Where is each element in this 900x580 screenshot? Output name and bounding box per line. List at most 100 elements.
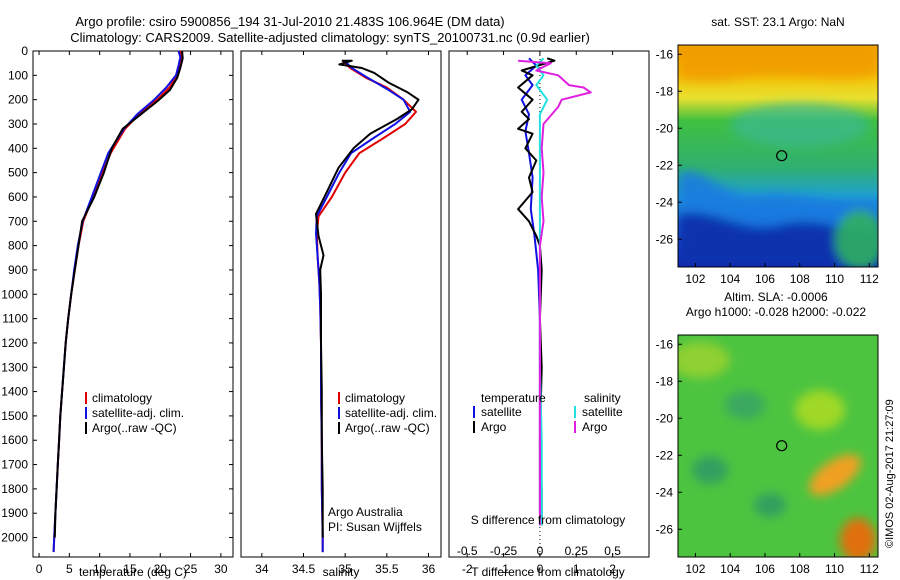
y-tick-label: -22 bbox=[656, 448, 674, 462]
y-tick-label: 1600 bbox=[1, 433, 28, 447]
x-tick-label: 0 bbox=[537, 562, 544, 576]
series-line-s-argo bbox=[518, 59, 592, 526]
x-tick-label: 106 bbox=[755, 562, 775, 576]
sst-warm-eddy bbox=[835, 210, 878, 267]
sla-map-frame bbox=[677, 334, 879, 558]
x-tick-label: 0 bbox=[36, 562, 43, 576]
x-tick-label: 20 bbox=[154, 562, 168, 576]
x-tick-label: 104 bbox=[720, 272, 740, 286]
series-line-t-argo bbox=[517, 57, 556, 526]
top-x-tick-label: -0.5 bbox=[457, 544, 478, 558]
y-tick-label: 300 bbox=[8, 117, 28, 131]
argo-location-marker bbox=[776, 440, 788, 452]
top-x-tick-label: 0.5 bbox=[604, 544, 621, 558]
salinity-panel: 34 34.5 35 35.5 36 bbox=[255, 51, 435, 576]
difference-legend: temperature satellite Argo salinity sate… bbox=[473, 391, 623, 434]
x-tick-label: 5 bbox=[66, 562, 73, 576]
y-tick-label: 1400 bbox=[1, 385, 28, 399]
y-tick-label: -26 bbox=[656, 522, 674, 536]
y-tick-label: 2000 bbox=[1, 531, 28, 545]
temperature-panel: 0100200300400500600700800900100011001200… bbox=[1, 44, 233, 576]
series-line-climatology bbox=[52, 50, 183, 553]
x-axis-label: T difference from climatology bbox=[471, 565, 625, 579]
legend-label: Argo(..raw -QC) bbox=[345, 421, 430, 435]
sst-map-title: sat. SST: 23.1 Argo: NaN bbox=[711, 15, 844, 29]
sst-coldest-region bbox=[678, 212, 878, 267]
series-line-t-satellite bbox=[520, 57, 541, 514]
y-tick-label: 800 bbox=[8, 239, 28, 253]
top-x-axis-label: S difference from climatology bbox=[471, 513, 626, 527]
sst-map-frame bbox=[677, 44, 879, 268]
x-tick-label: 15 bbox=[123, 562, 137, 576]
x-tick-label: 104 bbox=[720, 562, 740, 576]
y-tick-label: -22 bbox=[656, 158, 674, 172]
y-tick-label: -18 bbox=[656, 84, 674, 98]
sla-low-s bbox=[754, 493, 786, 517]
x-tick-label: 108 bbox=[790, 272, 810, 286]
legend-label: Argo(..raw -QC) bbox=[92, 421, 177, 435]
legend-label: climatology bbox=[92, 391, 152, 405]
legend-label: satellite bbox=[481, 405, 522, 419]
x-tick-label: 25 bbox=[184, 562, 198, 576]
annotation-pi: PI: Susan Wijffels bbox=[328, 520, 422, 534]
series-line-climatology bbox=[315, 59, 417, 553]
x-tick-label: 2 bbox=[609, 562, 616, 576]
sla-anomaly-se bbox=[840, 518, 876, 557]
x-axis-label: temperature (deg C) bbox=[79, 565, 187, 579]
y-tick-label: 1100 bbox=[2, 312, 28, 326]
sla-map-axes: 102 104 106 108 110 112 -16 -18 -20 -22 -24 -26 bbox=[656, 337, 880, 576]
y-tick-label: 0 bbox=[21, 44, 28, 58]
y-tick-label: 900 bbox=[8, 263, 28, 277]
y-tick-label: -24 bbox=[656, 485, 674, 499]
sla-low-w bbox=[692, 456, 728, 484]
x-tick-label: 35.5 bbox=[375, 562, 399, 576]
x-tick-label: 102 bbox=[685, 562, 705, 576]
sst-mid-band bbox=[730, 103, 870, 147]
y-tick-label: 1700 bbox=[1, 458, 28, 472]
sla-features bbox=[678, 342, 876, 557]
sla-heatmap bbox=[678, 335, 878, 557]
x-tick-label: 110 bbox=[825, 562, 844, 576]
legend-label: satellite-adj. clim. bbox=[345, 406, 437, 420]
x-tick-label: 36 bbox=[422, 562, 436, 576]
salinity-legend: climatology satellite-adj. clim. Argo(..… bbox=[338, 391, 437, 435]
sst-features bbox=[678, 45, 878, 267]
x-tick-label: 112 bbox=[860, 272, 879, 286]
argo-location-marker bbox=[776, 150, 788, 162]
y-tick-label: -20 bbox=[656, 121, 674, 135]
y-tick-label: 1500 bbox=[1, 409, 28, 423]
legend-label: satellite bbox=[582, 405, 623, 419]
x-tick-label: 110 bbox=[825, 272, 844, 286]
y-tick-label: 1300 bbox=[1, 360, 28, 374]
y-tick-label: 1800 bbox=[1, 482, 28, 496]
legend-label: climatology bbox=[345, 391, 405, 405]
y-tick-label: -24 bbox=[656, 195, 674, 209]
sst-warm-north bbox=[678, 45, 878, 82]
x-tick-label: 35 bbox=[338, 562, 352, 576]
top-x-tick-label: -0.25 bbox=[490, 544, 518, 558]
y-tick-label: -18 bbox=[656, 374, 674, 388]
y-tick-label: 1900 bbox=[1, 506, 28, 520]
x-tick-label: -2 bbox=[462, 562, 473, 576]
temperature-panel-frame bbox=[32, 50, 234, 558]
y-tick-label: 100 bbox=[8, 68, 28, 82]
x-tick-label: 30 bbox=[214, 562, 228, 576]
x-tick-label: 106 bbox=[755, 272, 775, 286]
imos-credit: ©IMOS 02-Aug-2017 21:27:09 bbox=[884, 399, 896, 548]
title-line-1: Argo profile: csiro 5900856_194 31-Jul-2… bbox=[75, 14, 504, 29]
series-line-satellite-adj-clim- bbox=[52, 50, 182, 553]
x-tick-label: 10 bbox=[93, 562, 107, 576]
legend-heading-salinity: salinity bbox=[584, 391, 621, 405]
sla-anomaly-high bbox=[809, 454, 861, 496]
y-tick-label: -16 bbox=[656, 337, 674, 351]
y-tick-label: 1200 bbox=[1, 336, 28, 350]
sla-map-title: Altim. SLA: -0.0006 bbox=[724, 290, 828, 304]
salinity-panel-frame bbox=[240, 50, 442, 558]
sst-map-axes: 102 104 106 108 110 112 -16 -18 -20 -22 -24 -26 bbox=[656, 47, 880, 286]
x-axis-label: salinity bbox=[323, 565, 360, 579]
series-line-argo-raw-qc- bbox=[315, 59, 420, 538]
y-tick-label: 600 bbox=[8, 190, 28, 204]
sla-high-ne bbox=[795, 390, 845, 430]
